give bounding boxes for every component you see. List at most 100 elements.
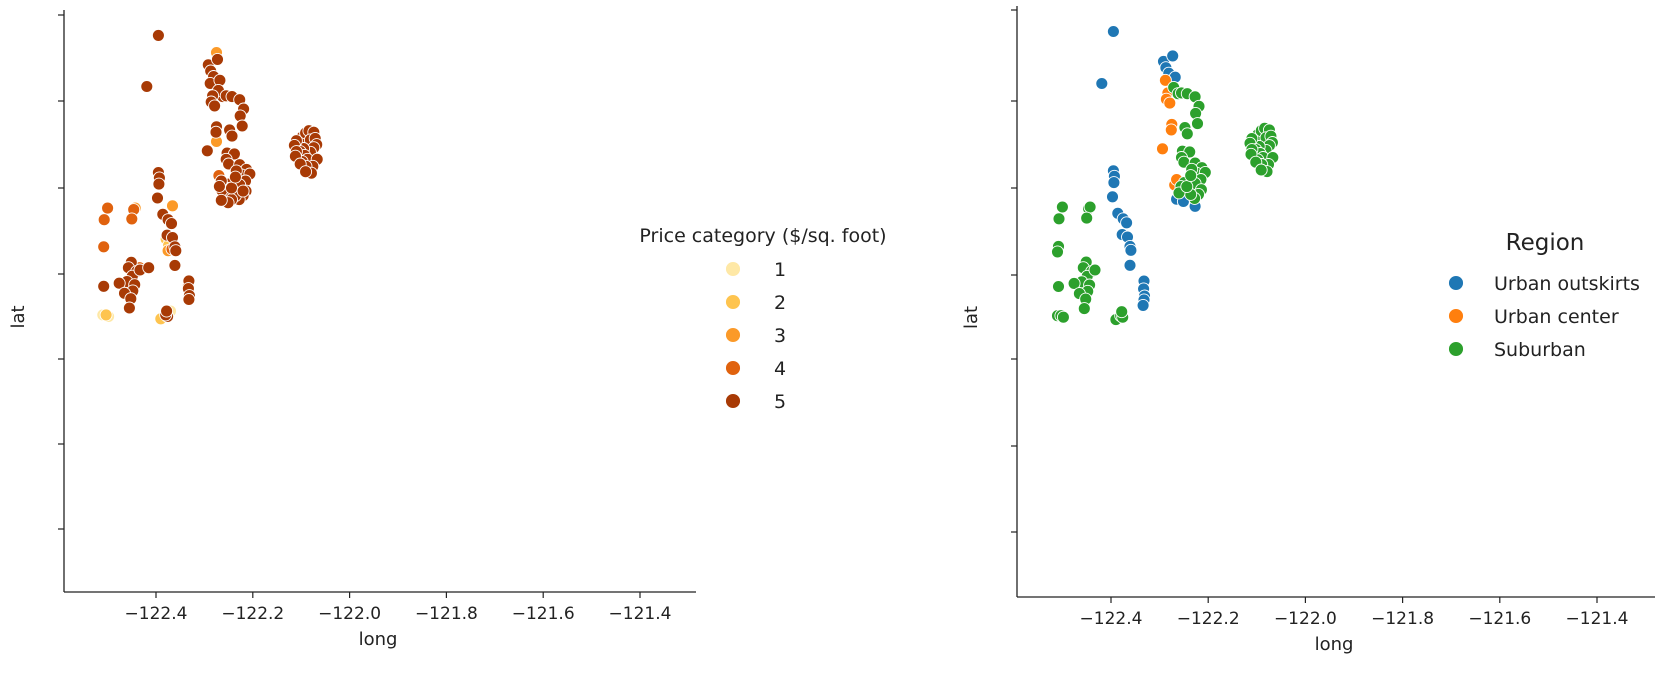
data-point [225, 129, 239, 143]
data-point [151, 191, 164, 205]
legend-label: Suburban [1494, 339, 1586, 361]
data-point [236, 184, 250, 198]
data-point [1083, 200, 1097, 214]
data-point [1051, 245, 1064, 259]
data-point [1088, 263, 1102, 277]
data-point [140, 80, 154, 93]
data-point [112, 276, 126, 290]
data-point [1158, 73, 1172, 87]
data-point [299, 165, 313, 179]
data-point [1052, 280, 1065, 293]
legend-label: 3 [774, 325, 786, 347]
y-axis-label: lat [8, 305, 29, 328]
data-point [1080, 211, 1094, 225]
series-3 [1051, 80, 1280, 327]
data-point [169, 244, 183, 258]
x-tick-label: −122.2 [221, 604, 284, 624]
data-point [152, 177, 166, 191]
x-tick-label: −122.0 [1274, 609, 1337, 629]
legend: Price category ($/sq. foot) 1 2 3 4 5 [639, 225, 886, 413]
data-point [228, 170, 242, 184]
data-point [97, 213, 111, 227]
data-point [211, 52, 224, 66]
legend-marker [725, 261, 741, 277]
legend-title: Price category ($/sq. foot) [639, 225, 886, 247]
data-point [1136, 298, 1150, 312]
data-point [1056, 310, 1070, 324]
x-tick-label: −122.4 [125, 604, 188, 624]
x-tick-label: −122.0 [318, 604, 381, 624]
legend-marker [725, 393, 741, 409]
data-point [142, 261, 156, 275]
data-point [122, 301, 136, 315]
data-point [208, 99, 222, 113]
legend-marker [1448, 308, 1464, 324]
x-tick-label: −121.6 [512, 604, 575, 624]
x-tick-label: −121.4 [609, 604, 672, 624]
legend-marker [1448, 341, 1464, 357]
legend-marker [725, 360, 741, 376]
data-point [1077, 302, 1091, 316]
data-point [97, 240, 111, 254]
scatter-panel-2: −122.4 −122.2 −122.0 −121.8 −121.6 −121.4 long… [961, 6, 1655, 655]
data-point [101, 201, 115, 215]
data-point [214, 193, 228, 207]
data-point [200, 144, 214, 158]
data-point [160, 304, 174, 318]
x-axis-label: long [1315, 634, 1354, 655]
data-point [225, 181, 238, 195]
legend-label: 1 [774, 259, 786, 281]
data-point [1052, 212, 1066, 226]
data-point [1120, 216, 1134, 230]
y-axis-label: lat [961, 306, 982, 329]
legend: Region Urban outskirts Urban center Suburba… [1448, 230, 1640, 361]
data-point [1106, 25, 1120, 38]
x-tick-label: −121.6 [1468, 609, 1531, 629]
x-tick-label: −122.2 [1177, 609, 1240, 629]
x-tick-label: −122.4 [1080, 609, 1143, 629]
data-point [1123, 258, 1137, 272]
legend-label: 2 [774, 292, 786, 314]
legend-marker [725, 294, 741, 310]
legend-label: Urban center [1494, 306, 1619, 328]
data-point [1184, 169, 1198, 183]
data-point [212, 179, 226, 193]
legend-marker [725, 327, 741, 343]
data-point [165, 217, 178, 231]
data-point [151, 28, 165, 42]
legend-marker [1448, 275, 1464, 291]
data-point [1180, 180, 1194, 194]
data-point [1107, 176, 1121, 190]
x-tick-label: −121.4 [1566, 609, 1629, 629]
legend-label: 5 [774, 391, 786, 413]
data-point [1115, 305, 1129, 319]
data-point [125, 212, 139, 226]
legend-label: Urban outskirts [1494, 273, 1640, 295]
data-point [235, 119, 249, 133]
legend-title: Region [1506, 230, 1585, 256]
data-point [1106, 190, 1119, 204]
data-point [1163, 96, 1177, 110]
data-point [1124, 243, 1138, 257]
data-point [1156, 142, 1169, 156]
data-point [1180, 127, 1194, 141]
x-axis-label: long [359, 629, 398, 650]
data-point [1055, 200, 1069, 214]
data-point [209, 125, 223, 139]
data-point [168, 258, 182, 272]
data-point [166, 199, 179, 213]
data-point [182, 293, 196, 306]
data-point [1164, 123, 1178, 137]
data-point [1254, 163, 1268, 177]
series-5 [97, 28, 324, 323]
scatter-panel-1: −122.4 −122.2 −122.0 −121.8 −121.6 −121.4 long… [8, 10, 887, 650]
x-tick-label: −121.8 [415, 604, 478, 624]
data-point [1067, 276, 1081, 290]
x-tick-label: −121.8 [1371, 609, 1434, 629]
data-point [99, 308, 113, 322]
data-point [1166, 49, 1180, 63]
data-point [1095, 77, 1109, 90]
legend-label: 4 [774, 358, 786, 380]
data-point [97, 279, 111, 293]
